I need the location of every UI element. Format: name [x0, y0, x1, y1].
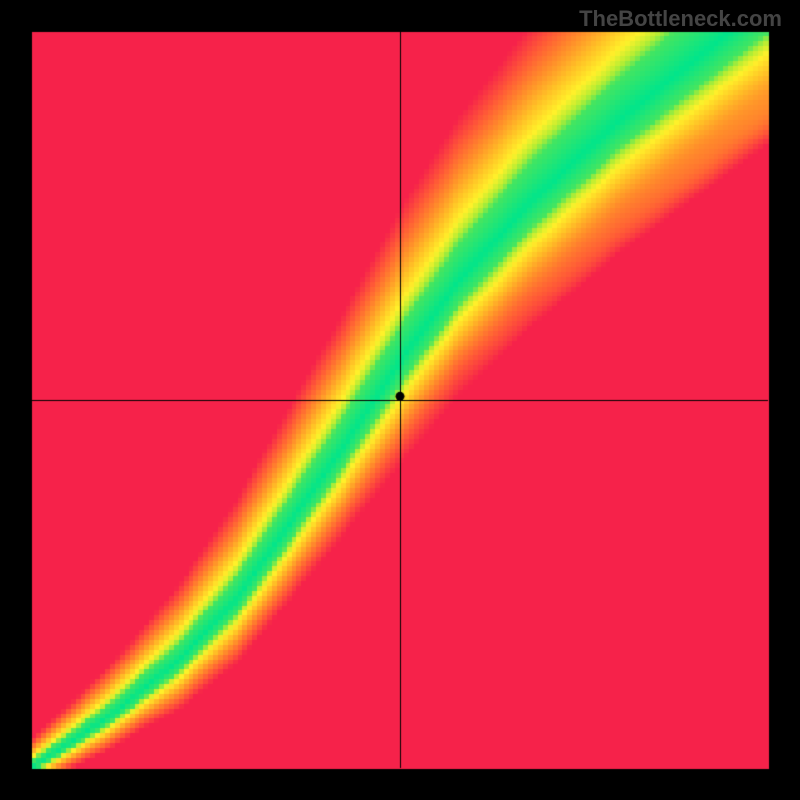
chart-container: TheBottleneck.com: [0, 0, 800, 800]
watermark-text: TheBottleneck.com: [579, 6, 782, 32]
bottleneck-heatmap: [0, 0, 800, 800]
